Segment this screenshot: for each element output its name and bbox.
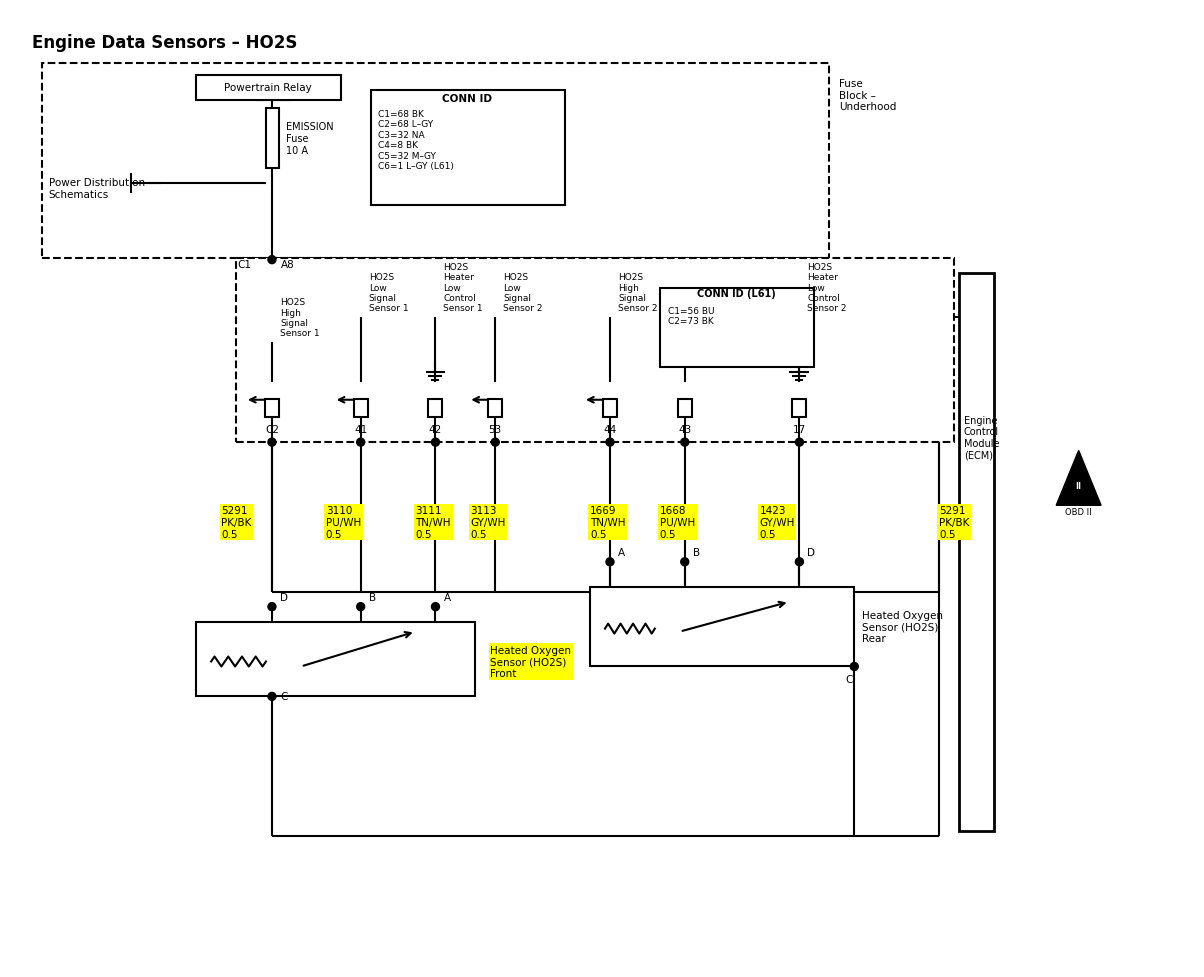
Bar	[678, 400, 692, 418]
Bar	[265, 400, 279, 418]
Circle shape	[268, 603, 276, 611]
Text: 1669
TN/WH
0.5: 1669 TN/WH 0.5	[590, 506, 626, 539]
Text: 3111
TN/WH
0.5: 3111 TN/WH 0.5	[415, 506, 452, 539]
Circle shape	[356, 603, 365, 611]
Text: B: B	[692, 547, 700, 557]
Bar	[958, 274, 993, 831]
Text: II: II	[1075, 483, 1082, 492]
Text: Fuse
Block –
Underhood: Fuse Block – Underhood	[839, 79, 897, 112]
Text: HO2S
Heater
Low
Control
Sensor 1: HO2S Heater Low Control Sensor 1	[443, 263, 483, 314]
Text: Power Distribution
Schematics: Power Distribution Schematics	[48, 178, 144, 199]
Bar	[603, 400, 616, 418]
Circle shape	[680, 439, 689, 446]
Polygon shape	[1056, 451, 1102, 506]
Text: CONN ID: CONN ID	[442, 94, 492, 104]
Circle shape	[356, 439, 365, 446]
Circle shape	[606, 558, 614, 567]
Text: 17: 17	[792, 425, 805, 435]
Text: Engine
Control
Module
(ECM): Engine Control Module (ECM)	[964, 415, 999, 460]
Text: OBD II: OBD II	[1066, 508, 1092, 517]
Text: C1=68 BK
C2=68 L–GY
C3=32 NA
C4=8 BK
C5=32 M–GY
C6=1 L–GY (L61): C1=68 BK C2=68 L–GY C3=32 NA C4=8 BK C5=…	[378, 110, 454, 171]
Bar	[196, 76, 341, 101]
Bar	[489, 400, 502, 418]
Circle shape	[268, 693, 276, 701]
Text: Powertrain Relay: Powertrain Relay	[224, 83, 312, 93]
Circle shape	[431, 439, 439, 446]
Text: C1: C1	[237, 259, 250, 270]
Text: C: C	[279, 692, 288, 701]
Text: HO2S
High
Signal
Sensor 2: HO2S High Signal Sensor 2	[618, 273, 657, 314]
Circle shape	[431, 603, 439, 611]
Bar	[792, 400, 807, 418]
Circle shape	[268, 439, 276, 446]
Circle shape	[680, 558, 689, 567]
Circle shape	[606, 439, 614, 446]
Bar	[354, 400, 367, 418]
Text: 1668
PU/WH
0.5: 1668 PU/WH 0.5	[660, 506, 695, 539]
Circle shape	[491, 439, 500, 446]
Text: B: B	[368, 592, 376, 602]
Bar	[371, 91, 565, 205]
Text: Engine Data Sensors – HO2S: Engine Data Sensors – HO2S	[31, 34, 297, 52]
Text: 53: 53	[489, 425, 502, 435]
Text: D: D	[808, 547, 815, 557]
Text: 1423
GY/WH
0.5: 1423 GY/WH 0.5	[760, 506, 795, 539]
Bar	[42, 64, 830, 258]
Text: HO2S
High
Signal
Sensor 1: HO2S High Signal Sensor 1	[279, 298, 319, 338]
Bar	[196, 622, 476, 697]
Text: HO2S
Low
Signal
Sensor 2: HO2S Low Signal Sensor 2	[503, 273, 543, 314]
Text: 42: 42	[429, 425, 442, 435]
Text: C1=56 BU
C2=73 BK: C1=56 BU C2=73 BK	[668, 306, 714, 325]
Bar	[236, 258, 954, 443]
Text: 43: 43	[678, 425, 691, 435]
Text: CONN ID (L61): CONN ID (L61)	[697, 288, 777, 298]
Text: Heated Oxygen
Sensor (HO2S)
Front: Heated Oxygen Sensor (HO2S) Front	[490, 645, 572, 678]
Text: D: D	[279, 592, 288, 602]
Text: II: II	[1075, 481, 1081, 490]
Text: A: A	[618, 547, 625, 557]
Text: 41: 41	[354, 425, 367, 435]
Bar	[266, 109, 279, 169]
Text: A: A	[443, 592, 450, 602]
Text: HO2S
Heater
Low
Control
Sensor 2: HO2S Heater Low Control Sensor 2	[808, 263, 846, 314]
Text: 3113
GY/WH
0.5: 3113 GY/WH 0.5	[471, 506, 506, 539]
Circle shape	[796, 439, 803, 446]
Text: A8: A8	[281, 259, 295, 270]
Text: C2: C2	[265, 425, 279, 435]
Text: Heated Oxygen
Sensor (HO2S)
Rear: Heated Oxygen Sensor (HO2S) Rear	[862, 611, 943, 644]
Bar	[429, 400, 442, 418]
Circle shape	[268, 256, 276, 265]
Bar	[590, 587, 855, 667]
Text: 5291
PK/BK
0.5: 5291 PK/BK 0.5	[939, 506, 969, 539]
Circle shape	[796, 558, 803, 567]
Text: EMISSION
Fuse
10 A: EMISSION Fuse 10 A	[285, 122, 334, 155]
Text: HO2S
Low
Signal
Sensor 1: HO2S Low Signal Sensor 1	[368, 273, 408, 314]
Text: C: C	[845, 675, 852, 685]
Bar	[660, 288, 814, 368]
Text: 44: 44	[603, 425, 616, 435]
Circle shape	[850, 662, 858, 671]
Text: 3110
PU/WH
0.5: 3110 PU/WH 0.5	[326, 506, 361, 539]
Text: 5291
PK/BK
0.5: 5291 PK/BK 0.5	[222, 506, 252, 539]
